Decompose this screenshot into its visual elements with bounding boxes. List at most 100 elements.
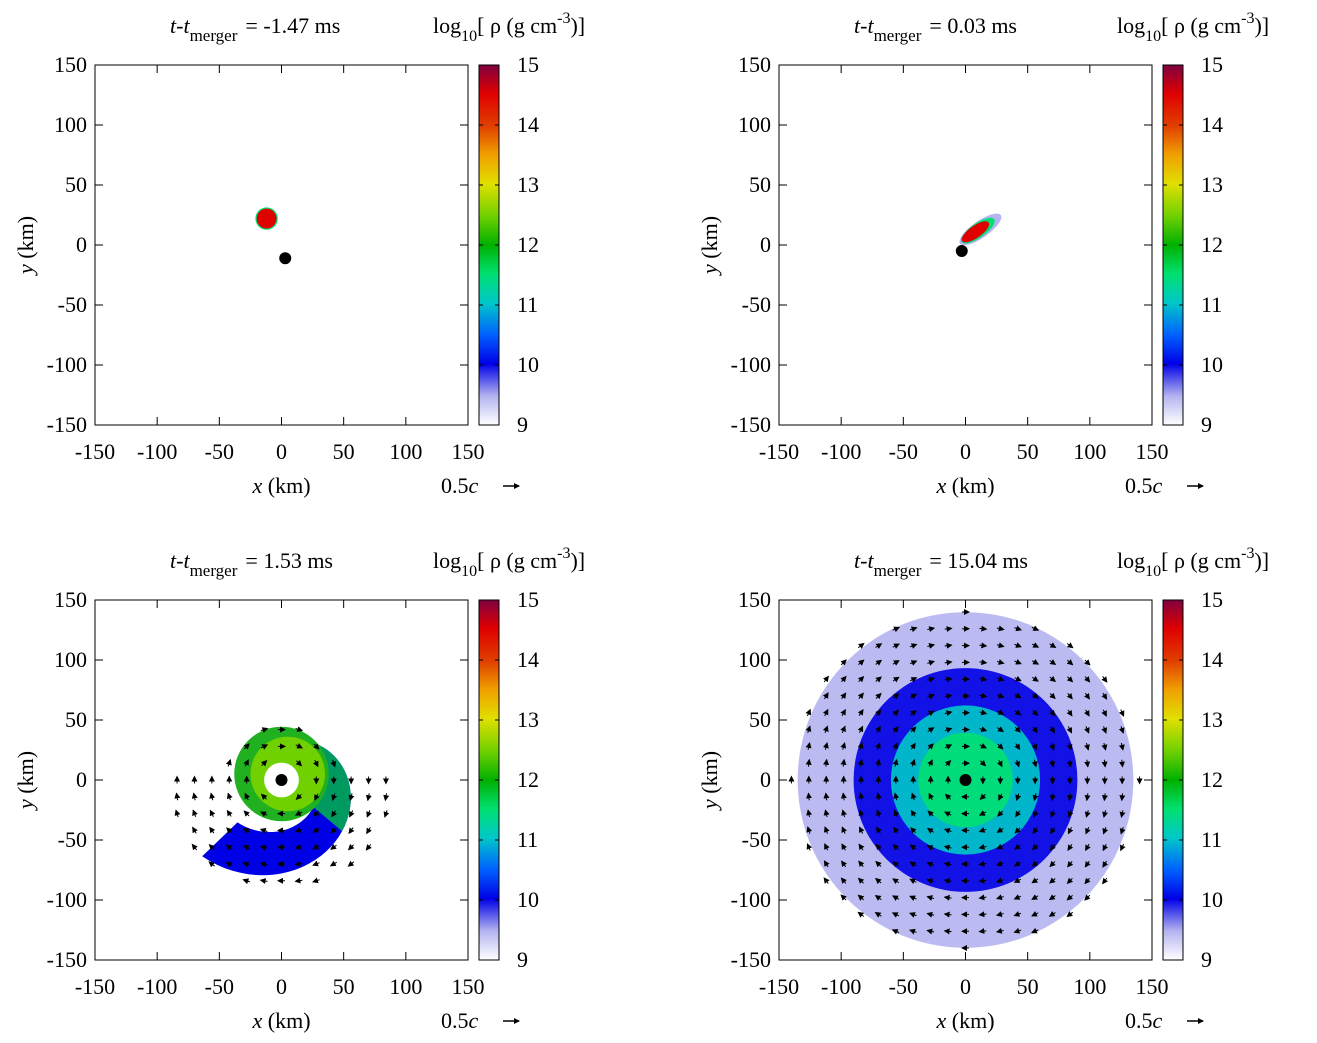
x-axis-label: x (km): [935, 1008, 994, 1033]
colorbar-tick-label: 9: [517, 947, 528, 972]
velocity-arrow: [824, 676, 828, 682]
colorbar-tick-label: 15: [517, 52, 539, 77]
y-tick-label: 0: [76, 232, 87, 257]
colorbar-tick-label: 9: [1201, 947, 1212, 972]
y-tick-label: -150: [731, 947, 771, 972]
velocity-arrow: [349, 828, 353, 834]
y-tick-label: -150: [47, 947, 87, 972]
y-tick-label: 150: [738, 587, 771, 612]
colorbar-tick-label: 10: [517, 887, 539, 912]
y-tick-label: -50: [58, 827, 87, 852]
velocity-arrow: [261, 880, 268, 881]
x-tick-label: 150: [1136, 974, 1169, 999]
density-blob: [257, 209, 277, 229]
colorbar-tick-label: 12: [517, 767, 539, 792]
velocity-arrow: [385, 810, 387, 817]
x-tick-label: -150: [75, 439, 115, 464]
chart-panel-3: -150 -100 -50 0 50 100 150150100500-50-100-150…: [13, 545, 585, 1033]
x-tick-label: -150: [759, 974, 799, 999]
colorbar-tick-label: 12: [517, 232, 539, 257]
chart-panel-1: -150 -100 -50 0 50 100 150150100500-50-100-150…: [13, 10, 585, 498]
x-tick-label: 0: [960, 439, 971, 464]
velocity-arrow: [1121, 844, 1124, 850]
colorbar-tick-label: 13: [517, 707, 539, 732]
x-tick-label: 100: [1073, 974, 1106, 999]
velocity-arrow: [349, 845, 354, 850]
chart-panel-4: -150 -100 -50 0 50 100 150150100500-50-100-150…: [697, 545, 1269, 1033]
velocity-arrow: [228, 760, 230, 767]
colorbar-tick-label: 14: [517, 647, 539, 672]
y-axis-label: y (km): [13, 751, 38, 811]
y-tick-label: 150: [738, 52, 771, 77]
plot-area: [791, 612, 1139, 948]
velocity-arrow: [210, 810, 213, 816]
x-tick-label: 150: [1136, 439, 1169, 464]
velocity-arrow: [176, 793, 177, 800]
x-tick-label: 50: [333, 439, 355, 464]
velocity-arrow: [211, 793, 213, 800]
colorbar-tick-label: 12: [1201, 232, 1223, 257]
x-tick-label: 50: [1017, 974, 1039, 999]
vector-scale-label: 0.5c: [441, 1008, 479, 1033]
y-tick-label: -50: [58, 292, 87, 317]
y-tick-label: 0: [760, 767, 771, 792]
plot-area: [176, 727, 387, 882]
y-tick-label: 50: [749, 172, 771, 197]
x-tick-label: 0: [276, 439, 287, 464]
velocity-arrow: [824, 878, 828, 884]
velocity-arrow: [176, 810, 178, 817]
vector-scale-label: 0.5c: [1125, 1008, 1163, 1033]
velocity-arrow: [368, 793, 369, 800]
colorbar-tick-label: 11: [1201, 827, 1222, 852]
velocity-arrow: [210, 828, 214, 834]
velocity-arrow: [385, 793, 386, 800]
velocity-arrow: [350, 810, 353, 816]
x-tick-label: -50: [205, 974, 234, 999]
y-tick-label: 100: [54, 112, 87, 137]
velocity-arrow: [244, 811, 249, 816]
velocity-arrow: [331, 845, 337, 849]
colorbar-tick-label: 11: [1201, 292, 1222, 317]
x-axis-label: x (km): [251, 473, 310, 498]
y-tick-label: 50: [65, 707, 87, 732]
x-tick-label: -100: [821, 974, 861, 999]
x-axis-label: x (km): [935, 473, 994, 498]
colorbar-tick-label: 13: [517, 172, 539, 197]
velocity-arrow: [227, 811, 231, 817]
panel-title: t-tmerger = 15.04 ms: [854, 548, 1028, 580]
velocity-arrow: [228, 793, 230, 800]
velocity-arrow: [348, 862, 353, 866]
y-tick-label: -50: [742, 292, 771, 317]
x-tick-label: -50: [889, 439, 918, 464]
velocity-arrow: [807, 844, 810, 850]
velocity-arrow: [807, 710, 810, 716]
y-axis-label: y (km): [697, 751, 722, 811]
velocity-arrow: [366, 844, 370, 849]
colorbar-label: log10[ ρ (g cm-3)]: [433, 545, 585, 580]
velocity-arrow: [194, 793, 195, 800]
black-hole-marker: [279, 252, 291, 264]
y-tick-label: 50: [65, 172, 87, 197]
black-hole-marker: [956, 245, 968, 257]
black-hole-marker: [276, 774, 288, 786]
velocity-arrow: [313, 863, 319, 866]
y-tick-label: -100: [731, 352, 771, 377]
colorbar-tick-label: 15: [1201, 52, 1223, 77]
colorbar-tick-label: 13: [1201, 707, 1223, 732]
x-axis-label: x (km): [251, 1008, 310, 1033]
colorbar-tick-label: 15: [517, 587, 539, 612]
x-tick-label: 150: [452, 439, 485, 464]
colorbar-tick-label: 13: [1201, 172, 1223, 197]
panel-title: t-tmerger = 0.03 ms: [854, 13, 1017, 45]
y-tick-label: -100: [731, 887, 771, 912]
colorbar-tick-label: 14: [517, 112, 539, 137]
y-tick-label: 100: [54, 647, 87, 672]
colorbar-label: log10[ ρ (g cm-3)]: [1117, 10, 1269, 45]
x-tick-label: -100: [821, 439, 861, 464]
velocity-arrow: [367, 810, 370, 816]
panel-title: t-tmerger = -1.47 ms: [170, 13, 340, 45]
x-tick-label: 50: [1017, 439, 1039, 464]
plot-area: [254, 206, 291, 264]
plot-area: [955, 208, 1005, 257]
